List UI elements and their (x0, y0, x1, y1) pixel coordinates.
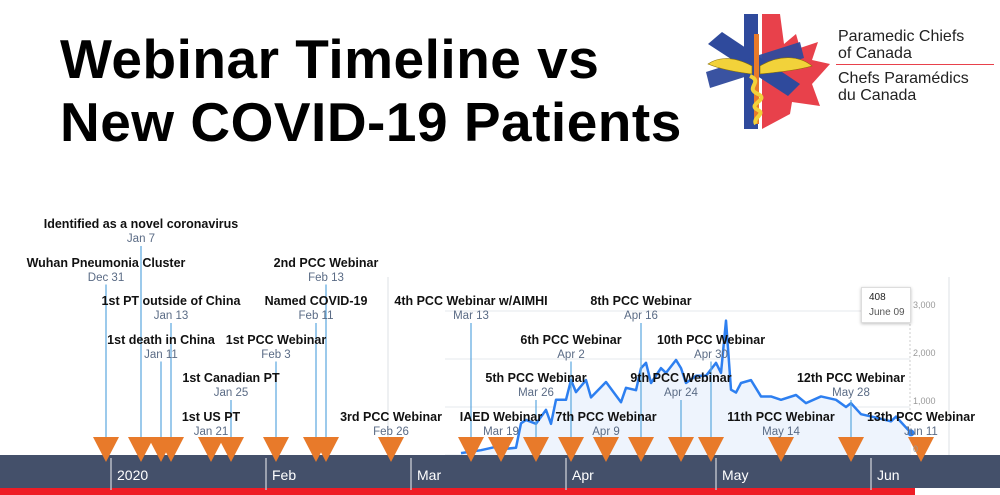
event-date: Feb 3 (261, 348, 291, 361)
event-date: Jun 11 (904, 425, 938, 438)
series-line (460, 319, 912, 455)
month-label-may: May (722, 467, 749, 483)
title-line-2: New COVID-19 Patients (60, 91, 682, 153)
event-title: 8th PCC Webinar (590, 294, 692, 308)
event-date: Apr 16 (624, 310, 658, 322)
event-title: 7th PCC Webinar (555, 409, 657, 424)
event-date: Feb 13 (308, 271, 344, 284)
org-name-english: Paramedic Chiefs of Canada (838, 28, 964, 62)
event-title: 3rd PCC Webinar (340, 409, 442, 424)
event-date: Jan 11 (144, 348, 178, 361)
event-title: 11th PCC Webinar (727, 409, 835, 424)
event-date: Jan 25 (213, 387, 249, 399)
org-name-french: Chefs Paramédics du Canada (838, 70, 969, 104)
paramedic-chiefs-logo (706, 14, 830, 129)
event-title: 1st death in China (107, 332, 215, 347)
event-marker-icon (698, 437, 724, 462)
month-label-mar: Mar (417, 467, 442, 483)
event-title: Wuhan Pneumonia Cluster (26, 255, 186, 270)
y-tick-label: 0 (913, 444, 919, 454)
event-title: 12th PCC Webinar (796, 371, 906, 385)
event-title: 5th PCC Webinar (485, 371, 587, 385)
event-date: Feb 11 (298, 310, 334, 322)
event-marker-icon (263, 437, 289, 462)
event-title: 13th PCC Webinar (866, 409, 976, 424)
event-date: Dec 31 (87, 271, 125, 284)
event-title: Named COVID-19 (264, 294, 368, 308)
month-label-apr: Apr (572, 467, 594, 483)
event-title: 9th PCC Webinar (630, 371, 732, 385)
event-date: Apr 9 (592, 425, 620, 438)
event-title: IAED Webinar (459, 409, 543, 424)
event-title: 4th PCC Webinar w/AIMHI (394, 294, 548, 308)
event-date: Jan 21 (193, 425, 229, 438)
event-marker-icon (313, 437, 339, 462)
event-marker-icon (218, 437, 244, 462)
event-marker-icon (838, 437, 864, 462)
month-label-feb: Feb (272, 467, 297, 483)
caduceus-wings-icon (707, 57, 813, 75)
series-area (461, 320, 911, 455)
event-title: 1st Canadian PT (182, 371, 280, 385)
event-marker-icon (523, 437, 549, 462)
tooltip-date: June 09 (869, 307, 905, 318)
event-title: 1st PCC Webinar (225, 332, 327, 347)
event-marker-icon (128, 437, 154, 462)
tooltip-value: 408 (869, 292, 886, 303)
event-date: Apr 2 (557, 348, 585, 361)
event-title: 6th PCC Webinar (520, 332, 622, 347)
event-marker-icon (378, 437, 404, 462)
event-marker-icon (158, 437, 184, 462)
event-marker-icon (768, 437, 794, 462)
event-date: May 14 (762, 425, 800, 438)
event-date: Apr 24 (664, 387, 698, 399)
title-line-1: Webinar Timeline vs (60, 28, 600, 90)
event-marker-icon (198, 437, 224, 462)
event-marker-icon (668, 437, 694, 462)
event-marker-icon (558, 437, 584, 462)
event-title: 1st PT outside of China (101, 294, 241, 308)
event-date: May 28 (832, 387, 870, 399)
event-date: Jan 13 (153, 310, 189, 322)
event-date: Apr 30 (694, 348, 728, 361)
event-date: Feb 26 (373, 425, 409, 438)
event-title: 10th PCC Webinar (656, 332, 766, 347)
chart-tooltip: 408 June 09 (861, 287, 911, 323)
series-hover-point (907, 429, 915, 437)
event-marker-icon (488, 437, 514, 462)
event-marker-icon (593, 437, 619, 462)
org-name-en-line2: of Canada (838, 45, 912, 62)
org-divider (836, 64, 994, 65)
event-title: 2nd PCC Webinar (273, 255, 379, 270)
org-name-fr-line2: du Canada (838, 87, 917, 104)
event-title: Identified as a novel coronavirus (43, 217, 239, 231)
time-axis-bar (0, 455, 1000, 488)
event-marker-icon (908, 437, 934, 462)
maple-leaf-icon (762, 14, 830, 129)
event-date: Mar 13 (453, 310, 489, 322)
event-marker-icon (628, 437, 654, 462)
event-date: Mar 26 (518, 387, 554, 399)
event-marker-icon (93, 437, 119, 462)
red-progress-bar (0, 488, 915, 495)
org-name-fr-line1: Chefs Paramédics (838, 70, 969, 87)
event-marker-icon (458, 437, 484, 462)
y-tick-label: 2,000 (913, 348, 936, 358)
org-name-en-line1: Paramedic Chiefs (838, 28, 965, 45)
month-label-jun: Jun (877, 467, 900, 483)
y-tick-label: 3,000 (913, 300, 936, 310)
page-title: Webinar Timeline vs New COVID-19 Patient… (60, 28, 682, 154)
event-date: Mar 19 (483, 425, 519, 438)
event-date: Jan 7 (126, 233, 156, 245)
month-label-2020: 2020 (117, 467, 149, 483)
event-title: 1st US PT (181, 409, 241, 424)
y-tick-label: 1,000 (913, 396, 936, 406)
caduceus-serpent-icon (749, 74, 764, 126)
